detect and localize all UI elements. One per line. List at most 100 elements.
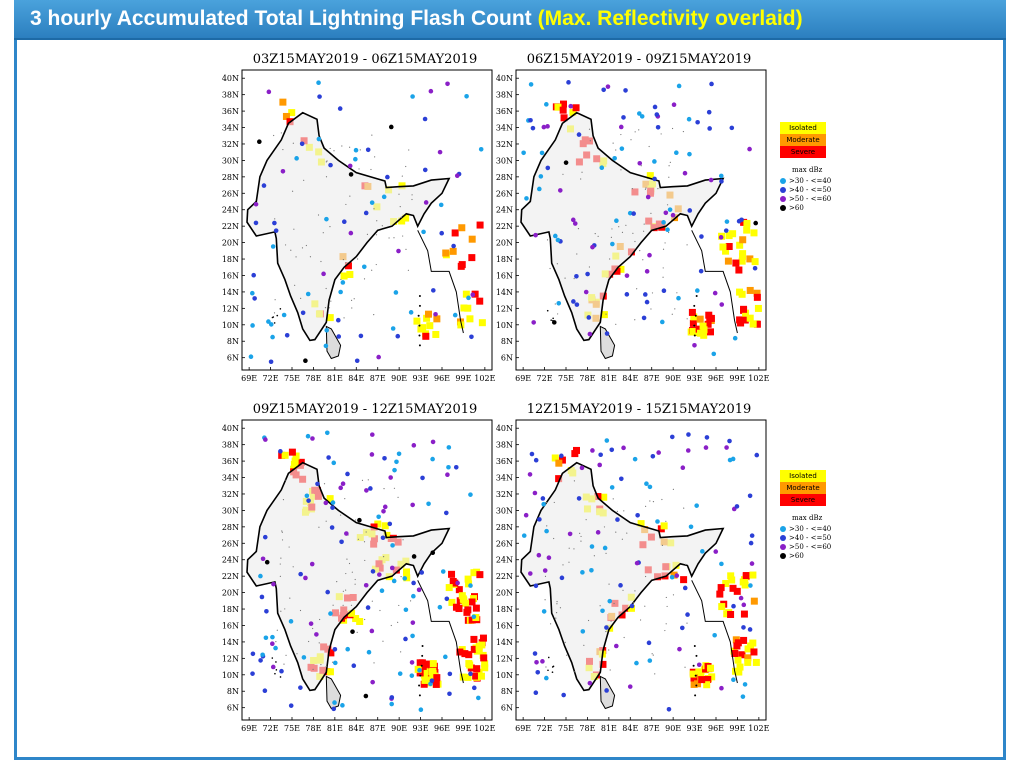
reflectivity-dot	[350, 629, 355, 634]
reflectivity-dot	[376, 514, 381, 520]
district-mark	[273, 134, 275, 137]
srilanka-outline	[325, 325, 342, 360]
district-mark	[340, 278, 342, 281]
lat-label: 32N	[496, 140, 513, 149]
district-mark	[684, 563, 687, 565]
andaman-island	[693, 645, 696, 648]
reflectivity-dot	[604, 688, 609, 693]
reflectivity-dot	[598, 452, 603, 458]
district-mark	[555, 612, 558, 614]
reflectivity-dot	[652, 104, 658, 110]
district-mark	[361, 479, 364, 481]
district-mark	[398, 193, 400, 195]
legend-dbz-2: >40 - <=50	[780, 185, 831, 194]
reflectivity-dot	[294, 156, 299, 161]
reflectivity-dot	[305, 433, 311, 439]
reflectivity-dot	[402, 576, 408, 581]
lightning-cell	[735, 266, 743, 274]
lightning-cell	[751, 258, 759, 266]
district-mark	[589, 140, 591, 142]
reflectivity-dot	[609, 447, 615, 453]
district-mark	[634, 131, 636, 133]
reflectivity-dot	[422, 116, 428, 122]
reflectivity-dot	[754, 452, 760, 458]
reflectivity-dot	[567, 531, 573, 537]
district-mark	[683, 507, 685, 509]
reflectivity-dot	[692, 342, 697, 348]
district-mark	[545, 666, 547, 668]
india-outline	[520, 111, 725, 342]
reflectivity-dot	[299, 141, 305, 147]
reflectivity-dot	[471, 685, 477, 691]
lightning-cell	[722, 247, 730, 255]
district-mark	[553, 537, 555, 540]
reflectivity-dot	[676, 83, 682, 89]
lightning-cell	[696, 315, 704, 323]
lat-label: 20N	[496, 589, 513, 598]
lat-label: 12N	[496, 654, 513, 663]
legend-dbz-4: >60	[780, 551, 831, 560]
reflectivity-dot	[536, 552, 542, 558]
lightning-cell	[340, 272, 348, 280]
lon-label: 78E	[579, 724, 595, 733]
district-mark	[351, 571, 353, 573]
reflectivity-dot	[390, 326, 396, 331]
district-mark	[284, 608, 286, 610]
reflectivity-dot	[748, 583, 753, 588]
reflectivity-dot	[570, 217, 576, 223]
andaman-island	[695, 654, 698, 657]
district-mark	[400, 651, 402, 653]
reflectivity-dot	[624, 273, 630, 278]
district-mark	[367, 479, 369, 481]
reflectivity-dot	[468, 492, 473, 497]
reflectivity-dot	[306, 498, 311, 503]
lightning-cell	[689, 319, 697, 327]
reflectivity-dot	[433, 311, 438, 317]
lakshadweep-island	[547, 669, 549, 672]
district-mark	[374, 156, 376, 158]
district-mark	[342, 258, 345, 261]
reflectivity-dot	[388, 475, 393, 480]
district-mark	[305, 244, 307, 247]
district-mark	[282, 148, 284, 151]
district-mark	[626, 532, 628, 534]
district-mark	[648, 145, 650, 148]
district-mark	[650, 308, 652, 310]
lightning-cell	[455, 605, 463, 613]
district-mark	[573, 480, 576, 482]
district-mark	[568, 547, 570, 549]
reflectivity-dot	[280, 169, 286, 174]
reflectivity-dot	[527, 571, 533, 576]
lon-label: 84E	[622, 724, 638, 733]
lightning-cell	[416, 669, 424, 677]
reflectivity-dot	[300, 310, 306, 316]
reflectivity-dot	[624, 292, 630, 297]
district-mark	[365, 531, 367, 533]
district-mark	[280, 557, 282, 559]
reflectivity-dot	[314, 632, 319, 637]
lightning-cell	[381, 522, 389, 530]
district-mark	[292, 566, 294, 568]
reflectivity-dot	[597, 462, 602, 468]
reflectivity-dot	[325, 589, 330, 595]
reflectivity-dot	[741, 625, 746, 630]
reflectivity-dot	[621, 115, 626, 120]
reflectivity-dot	[604, 331, 610, 336]
district-mark	[580, 540, 582, 542]
lightning-cell	[420, 680, 428, 688]
reflectivity-dot	[719, 561, 724, 567]
reflectivity-dot	[382, 504, 388, 510]
lightning-cell	[600, 311, 608, 319]
lightning-cell	[468, 235, 476, 243]
lon-label: 93E	[413, 724, 429, 733]
district-mark	[546, 239, 549, 241]
district-mark	[553, 501, 555, 504]
reflectivity-dot	[732, 335, 738, 341]
district-mark	[319, 618, 321, 621]
lightning-cell	[476, 297, 484, 305]
legend-dbz-4: >60	[780, 203, 831, 212]
district-mark	[549, 267, 551, 270]
reflectivity-dot	[531, 320, 536, 325]
district-mark	[323, 483, 326, 485]
lightning-cell	[356, 617, 364, 625]
